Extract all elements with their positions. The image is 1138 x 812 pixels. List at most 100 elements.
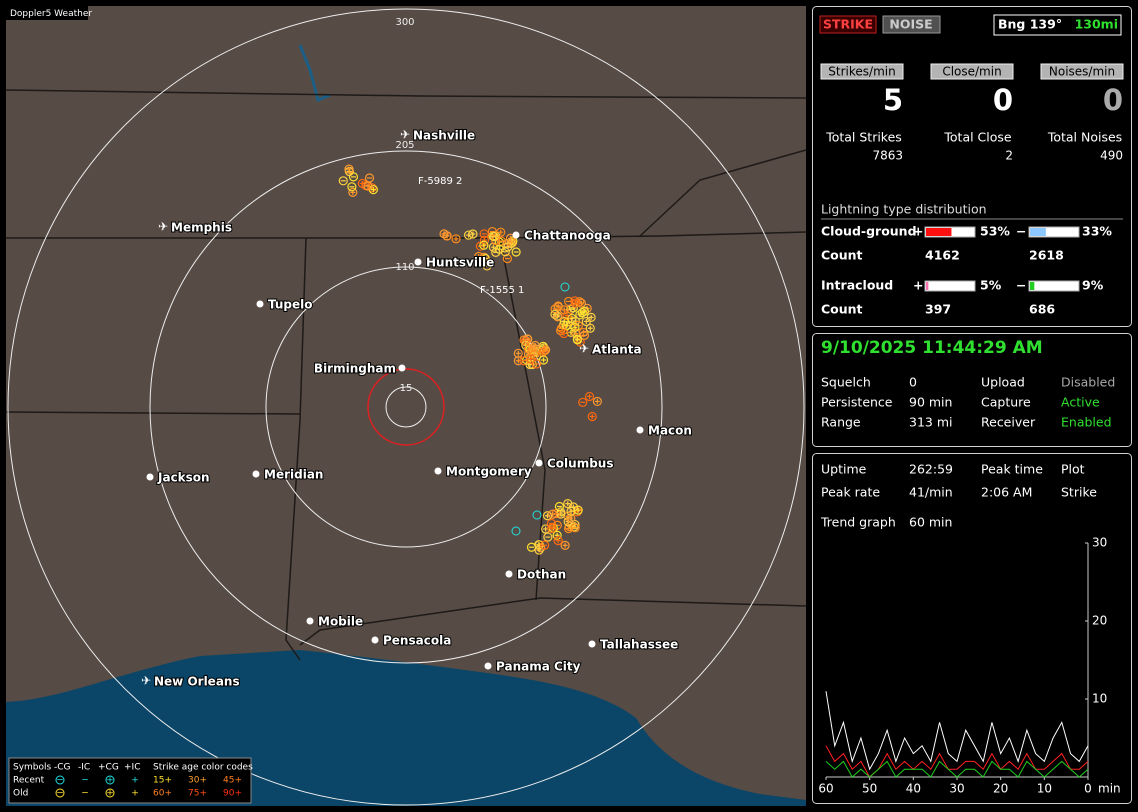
noise-button[interactable] bbox=[882, 15, 941, 34]
counter-label: Noises/min bbox=[1049, 65, 1115, 79]
noise-button-label: NOISE bbox=[889, 17, 932, 32]
legend-header: +CG bbox=[98, 763, 119, 773]
strike-sign bbox=[558, 511, 564, 517]
total-value: 2 bbox=[1005, 149, 1013, 163]
city-label: Meridian bbox=[264, 468, 323, 482]
percent-bar bbox=[926, 228, 952, 236]
percent-bar bbox=[926, 282, 929, 290]
strike-sign bbox=[581, 308, 587, 314]
range: 130mi bbox=[1075, 17, 1118, 32]
strike-symbol bbox=[556, 323, 567, 333]
status-value: Active bbox=[1061, 395, 1100, 410]
strike-symbol bbox=[479, 252, 489, 262]
app-label: Doppler5 Weather bbox=[10, 9, 92, 19]
lake bbox=[298, 44, 331, 103]
strike-symbol bbox=[463, 230, 474, 240]
strike-sign bbox=[561, 330, 567, 336]
x-axis-label: min bbox=[1098, 782, 1121, 796]
strike-symbol bbox=[572, 334, 582, 344]
strike-sign bbox=[575, 507, 581, 513]
city-label: Columbus bbox=[547, 457, 614, 471]
strike-sign bbox=[541, 357, 547, 363]
city-label: Pensacola bbox=[383, 634, 451, 648]
strike-sign bbox=[453, 236, 459, 242]
strike-sign bbox=[568, 508, 574, 514]
strike-sign bbox=[588, 314, 594, 320]
distribution-title: Lightning type distribution bbox=[821, 202, 987, 217]
city-label: Huntsville bbox=[426, 256, 494, 270]
strike-symbol bbox=[563, 523, 574, 534]
x-tick-label: 40 bbox=[906, 782, 921, 796]
city-dot bbox=[434, 467, 442, 475]
strike-symbol bbox=[570, 322, 580, 332]
legend-sign: − bbox=[81, 789, 89, 799]
strike-sign bbox=[370, 187, 376, 193]
strike-symbol bbox=[548, 509, 558, 519]
age-code: 45+ bbox=[223, 776, 242, 786]
ring-label: 205 bbox=[395, 140, 414, 151]
strike-sign bbox=[476, 254, 482, 260]
strike-symbol bbox=[534, 545, 544, 555]
strike-symbol bbox=[579, 330, 590, 340]
total-label: Total Close bbox=[943, 130, 1012, 145]
strike-symbol bbox=[474, 251, 484, 262]
strike-symbol bbox=[566, 506, 576, 516]
strike-sign bbox=[583, 318, 589, 324]
strike-button[interactable] bbox=[819, 15, 877, 34]
status-label: Range bbox=[821, 415, 861, 430]
legend-header: +IC bbox=[124, 763, 140, 773]
strike-symbol bbox=[482, 261, 492, 271]
strike-symbol bbox=[579, 306, 590, 316]
strike-sign bbox=[572, 300, 578, 306]
strike-sign bbox=[515, 350, 521, 356]
total-label: Total Strikes bbox=[825, 130, 902, 145]
percent-bar bbox=[1030, 282, 1035, 290]
strike-symbol bbox=[554, 501, 565, 512]
city-dot bbox=[306, 617, 314, 625]
strike-symbol bbox=[524, 344, 534, 354]
strike-sign bbox=[565, 501, 571, 507]
strike-symbol bbox=[497, 236, 507, 246]
legend-sign: + bbox=[106, 789, 114, 799]
counter-label-box bbox=[1040, 63, 1124, 80]
strike-symbol bbox=[511, 247, 521, 257]
percent-bar-frame bbox=[924, 280, 976, 292]
strike-sign bbox=[365, 183, 371, 189]
percent-bar bbox=[1030, 228, 1046, 236]
stat-text: Uptime bbox=[821, 462, 867, 477]
strike-sign bbox=[441, 231, 447, 237]
counter-label: Strikes/min bbox=[828, 65, 895, 79]
legend-box bbox=[8, 757, 252, 804]
x-tick-label: 0 bbox=[1084, 782, 1092, 796]
strike-symbol bbox=[439, 229, 449, 239]
city-dot bbox=[588, 640, 596, 648]
legend-sign: − bbox=[56, 789, 64, 799]
legend-sign: − bbox=[81, 776, 89, 786]
city-label: Mobile bbox=[318, 615, 363, 629]
count-value: 397 bbox=[925, 302, 951, 317]
ring-label: 15 bbox=[400, 383, 413, 394]
x-tick-label: 60 bbox=[818, 782, 833, 796]
counter-label-box bbox=[930, 63, 1014, 80]
legend-symbol bbox=[55, 788, 65, 798]
plane-icon: ✈ bbox=[158, 220, 168, 234]
y-tick-label: 20 bbox=[1092, 614, 1107, 628]
strike-symbol bbox=[496, 227, 506, 237]
plane-icon: ✈ bbox=[141, 674, 151, 688]
strike-symbol bbox=[560, 282, 570, 292]
legend-sign: + bbox=[131, 776, 139, 786]
strike-symbol bbox=[348, 187, 358, 198]
strike-symbol bbox=[479, 235, 490, 245]
city-label: Birmingham bbox=[314, 362, 396, 376]
status-value: 90 min bbox=[909, 395, 952, 410]
trend-line bbox=[825, 691, 1089, 771]
strike-symbol bbox=[508, 236, 518, 246]
strike-sign bbox=[571, 524, 577, 530]
city-dot bbox=[371, 636, 379, 644]
strike-symbol bbox=[553, 312, 563, 322]
city-label: Atlanta bbox=[592, 343, 642, 357]
city-label: Dothan bbox=[517, 568, 566, 582]
strike-symbol bbox=[561, 320, 571, 331]
